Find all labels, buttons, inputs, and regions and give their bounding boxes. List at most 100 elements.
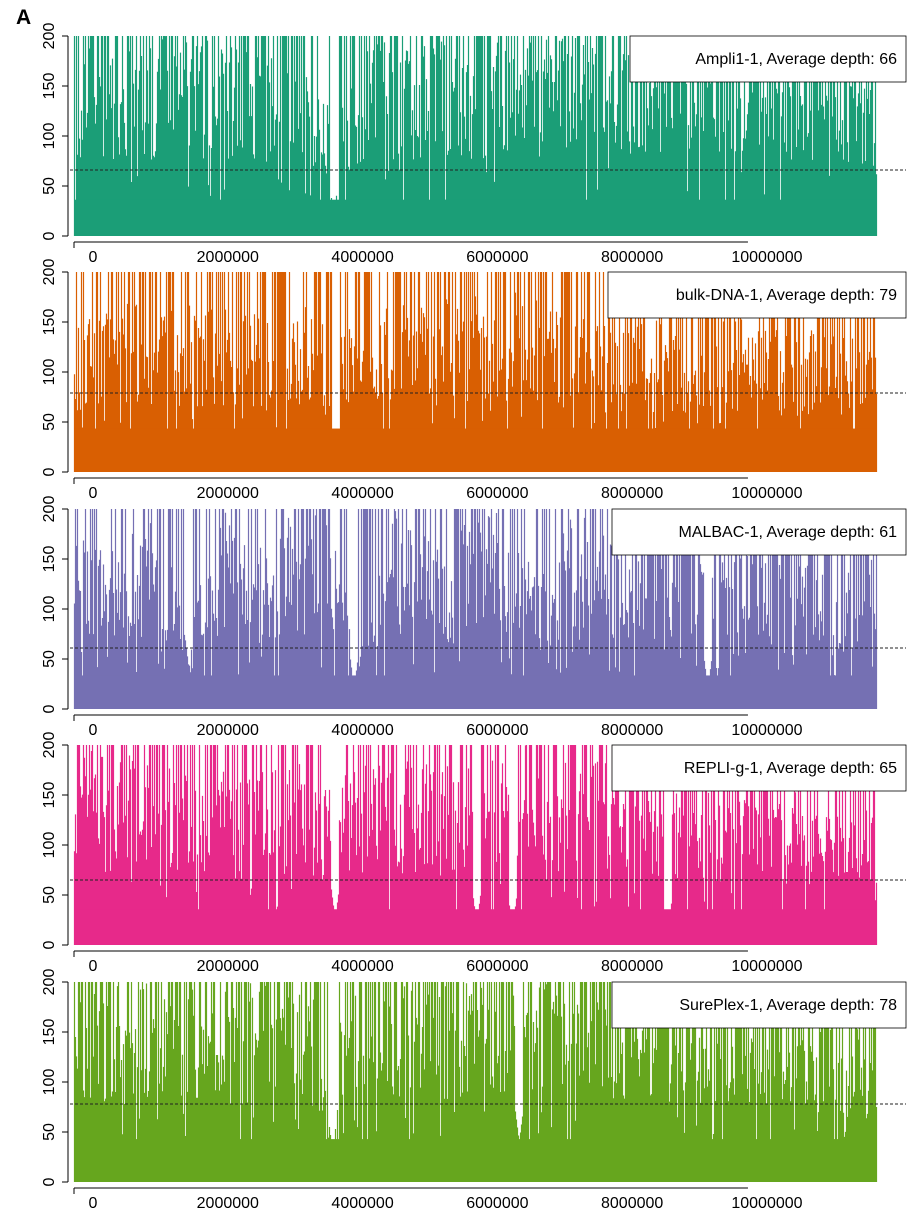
y-axis: 0 50 100 150 200 [41,732,69,949]
legend-label: bulk-DNA-1, Average depth: 79 [676,287,897,304]
legend-box [611,981,907,1029]
coverage-bars [73,509,878,709]
coverage-bars [73,272,878,472]
x-tick-label: 10000000 [731,722,802,739]
y-tick-label: 200 [41,732,58,759]
x-tick-label: 4000000 [331,1195,393,1212]
y-tick-label: 100 [41,359,58,386]
x-tick-label: 0 [89,958,98,975]
coverage-panel: 0 50 100 150 200 0 2000000 4000000 6000000 800000… [41,23,907,266]
coverage-body [74,199,876,236]
legend: SurePlex-1, Average depth: 78 [611,981,907,1029]
y-tick-label: 50 [41,1123,58,1141]
x-tick-label: 8000000 [601,722,663,739]
legend-label: Ampli1-1, Average depth: 66 [695,51,897,68]
coverage-panel: 0 50 100 150 200 0 2000000 4000000 6000000 800000… [41,969,907,1212]
y-tick-label: 100 [41,1069,58,1096]
y-tick-label: 200 [41,23,58,50]
y-axis: 0 50 100 150 200 [41,259,69,476]
x-tick-label: 6000000 [466,249,528,266]
x-tick-label: 10000000 [731,958,802,975]
x-tick-label: 4000000 [331,485,393,502]
coverage-panel: 0 50 100 150 200 0 2000000 4000000 6000000 800000… [41,259,907,502]
x-axis: 0 2000000 4000000 6000000 8000000 10000000 [73,477,803,502]
y-tick-label: 0 [41,1177,58,1186]
y-tick-label: 100 [41,123,58,150]
y-tick-label: 100 [41,832,58,859]
y-axis: 0 50 100 150 200 [41,969,69,1186]
x-tick-label: 4000000 [331,249,393,266]
x-tick-label: 8000000 [601,485,663,502]
panel-letter: A [16,6,31,29]
x-tick-label: 0 [89,1195,98,1212]
legend: Ampli1-1, Average depth: 66 [629,35,907,83]
x-tick-label: 2000000 [197,958,259,975]
x-tick-label: 0 [89,249,98,266]
y-tick-label: 0 [41,940,58,949]
coverage-panel: 0 50 100 150 200 0 2000000 4000000 6000000 800000… [41,496,907,739]
x-axis: 0 2000000 4000000 6000000 8000000 10000000 [73,714,803,739]
y-axis: 0 50 100 150 200 [41,23,69,240]
x-tick-label: 10000000 [731,1195,802,1212]
x-tick-label: 2000000 [197,722,259,739]
x-tick-label: 10000000 [731,249,802,266]
coverage-panel: 0 50 100 150 200 0 2000000 4000000 6000000 800000… [41,732,907,975]
legend-box [611,744,907,792]
y-tick-label: 50 [41,413,58,431]
coverage-bars [73,982,878,1182]
y-tick-label: 200 [41,259,58,286]
x-tick-label: 4000000 [331,722,393,739]
x-axis: 0 2000000 4000000 6000000 8000000 10000000 [73,950,803,975]
y-tick-label: 150 [41,782,58,809]
x-tick-label: 2000000 [197,485,259,502]
legend: REPLI-g-1, Average depth: 65 [611,744,907,792]
x-tick-label: 2000000 [197,1195,259,1212]
x-tick-label: 6000000 [466,1195,528,1212]
y-tick-label: 200 [41,496,58,523]
coverage-body [74,909,876,945]
legend: bulk-DNA-1, Average depth: 79 [607,271,907,319]
legend-label: MALBAC-1, Average depth: 61 [678,524,897,541]
y-tick-label: 150 [41,73,58,100]
x-tick-label: 8000000 [601,1195,663,1212]
coverage-bars [73,36,878,236]
coverage-bars [73,745,878,945]
legend-label: REPLI-g-1, Average depth: 65 [684,760,897,777]
y-tick-label: 50 [41,177,58,195]
legend-box [629,35,907,83]
x-tick-label: 4000000 [331,958,393,975]
legend: MALBAC-1, Average depth: 61 [611,508,907,556]
y-tick-label: 0 [41,231,58,240]
y-tick-label: 0 [41,704,58,713]
x-tick-label: 6000000 [466,722,528,739]
coverage-series-REPLI-g-1 [73,745,878,945]
y-tick-label: 200 [41,969,58,996]
y-tick-label: 150 [41,309,58,336]
y-tick-label: 50 [41,650,58,668]
y-tick-label: 100 [41,596,58,623]
x-tick-label: 8000000 [601,249,663,266]
x-tick-label: 6000000 [466,958,528,975]
x-tick-label: 0 [89,485,98,502]
y-tick-label: 0 [41,467,58,476]
legend-box [611,508,907,556]
y-tick-label: 150 [41,1019,58,1046]
y-tick-label: 50 [41,886,58,904]
coverage-series-Ampli1-1 [73,36,878,236]
x-tick-label: 0 [89,722,98,739]
x-tick-label: 6000000 [466,485,528,502]
x-tick-label: 10000000 [731,485,802,502]
coverage-body [74,1139,876,1182]
x-tick-label: 2000000 [197,249,259,266]
y-tick-label: 150 [41,546,58,573]
legend-label: SurePlex-1, Average depth: 78 [679,997,897,1014]
x-axis: 0 2000000 4000000 6000000 8000000 10000000 [73,1187,803,1212]
x-tick-label: 8000000 [601,958,663,975]
coverage-body [74,675,876,709]
legend-box [607,271,907,319]
y-axis: 0 50 100 150 200 [41,496,69,713]
coverage-body [74,428,876,472]
x-axis: 0 2000000 4000000 6000000 8000000 10000000 [73,241,803,266]
